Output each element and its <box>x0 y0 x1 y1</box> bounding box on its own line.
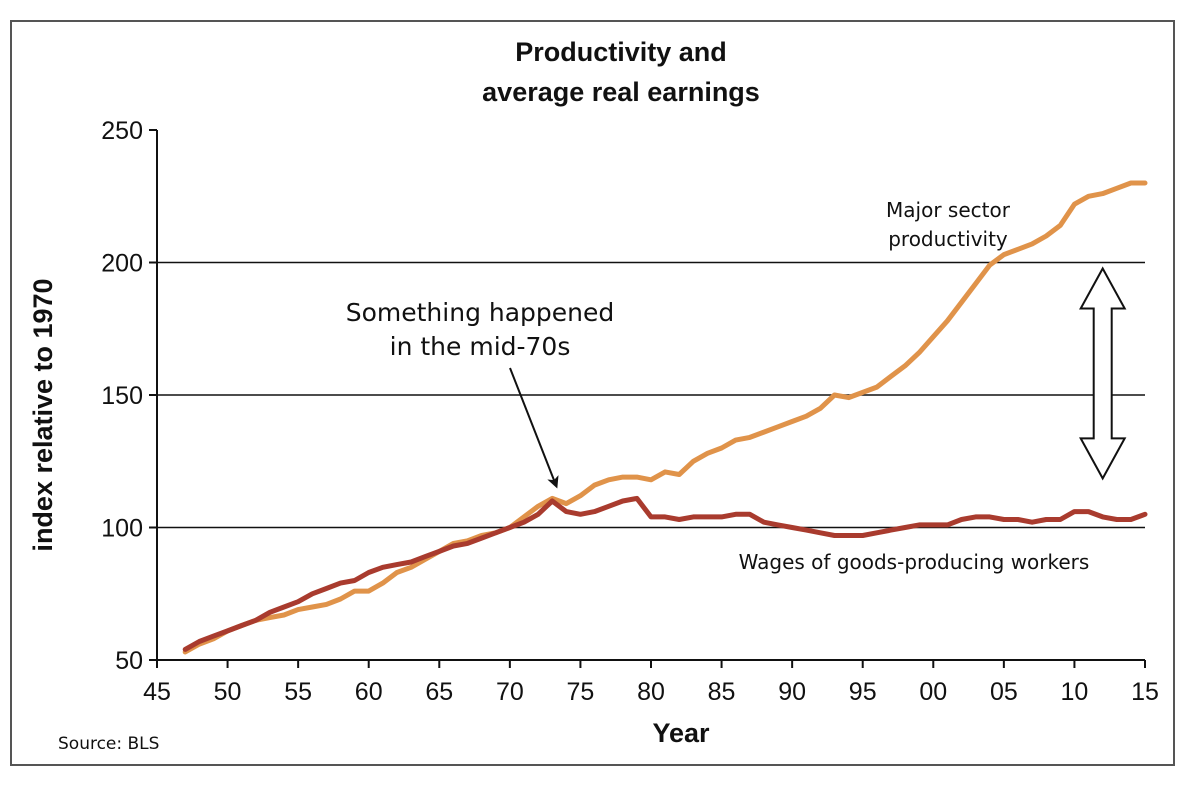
chart-title-line-2: average real earnings <box>482 77 760 107</box>
wages-series-line <box>182 495 1148 652</box>
x-tick-label: 00 <box>919 678 947 706</box>
y-tick-label: 250 <box>101 117 143 145</box>
y-ticks: 50 100 150 200 250 <box>101 117 157 675</box>
mid70s-annotation-line-1: Something happened <box>346 298 615 327</box>
x-ticks: 45 50 55 60 65 70 75 80 85 90 95 00 05 10 15 <box>143 660 1159 706</box>
x-tick-label: 70 <box>496 678 524 706</box>
x-tick-label: 60 <box>355 678 383 706</box>
x-tick-label: 55 <box>284 678 312 706</box>
gap-double-arrow <box>1079 266 1127 481</box>
y-tick-label: 50 <box>115 647 143 675</box>
x-tick-label: 85 <box>708 678 736 706</box>
y-tick-label: 200 <box>101 250 143 278</box>
y-tick-label: 100 <box>101 515 143 543</box>
source-note: Source: BLS <box>58 734 159 754</box>
productivity-label-line-2: productivity <box>888 227 1008 251</box>
x-tick-label: 80 <box>637 678 665 706</box>
x-tick-label: 90 <box>778 678 806 706</box>
productivity-label-line-1: Major sector <box>886 198 1011 222</box>
x-tick-label: 05 <box>990 678 1018 706</box>
y-tick-label: 150 <box>101 382 143 410</box>
mid70s-annotation-line-2: in the mid-70s <box>390 332 571 361</box>
x-tick-label: 45 <box>143 678 171 706</box>
x-tick-label: 50 <box>214 678 242 706</box>
series <box>182 180 1148 655</box>
y-axis-label: index relative to 1970 <box>28 278 58 551</box>
x-tick-label: 95 <box>849 678 877 706</box>
chart-title-line-1: Productivity and <box>515 37 727 67</box>
x-tick-label: 15 <box>1131 678 1159 706</box>
gridlines <box>157 261 1145 529</box>
productivity-series-line <box>182 180 1148 655</box>
x-tick-label: 65 <box>425 678 453 706</box>
x-tick-label: 75 <box>567 678 595 706</box>
x-tick-label: 10 <box>1061 678 1089 706</box>
mid70s-annotation-arrow <box>509 367 559 489</box>
wages-label: Wages of goods-producing workers <box>739 550 1090 574</box>
x-axis-label: Year <box>652 718 710 748</box>
